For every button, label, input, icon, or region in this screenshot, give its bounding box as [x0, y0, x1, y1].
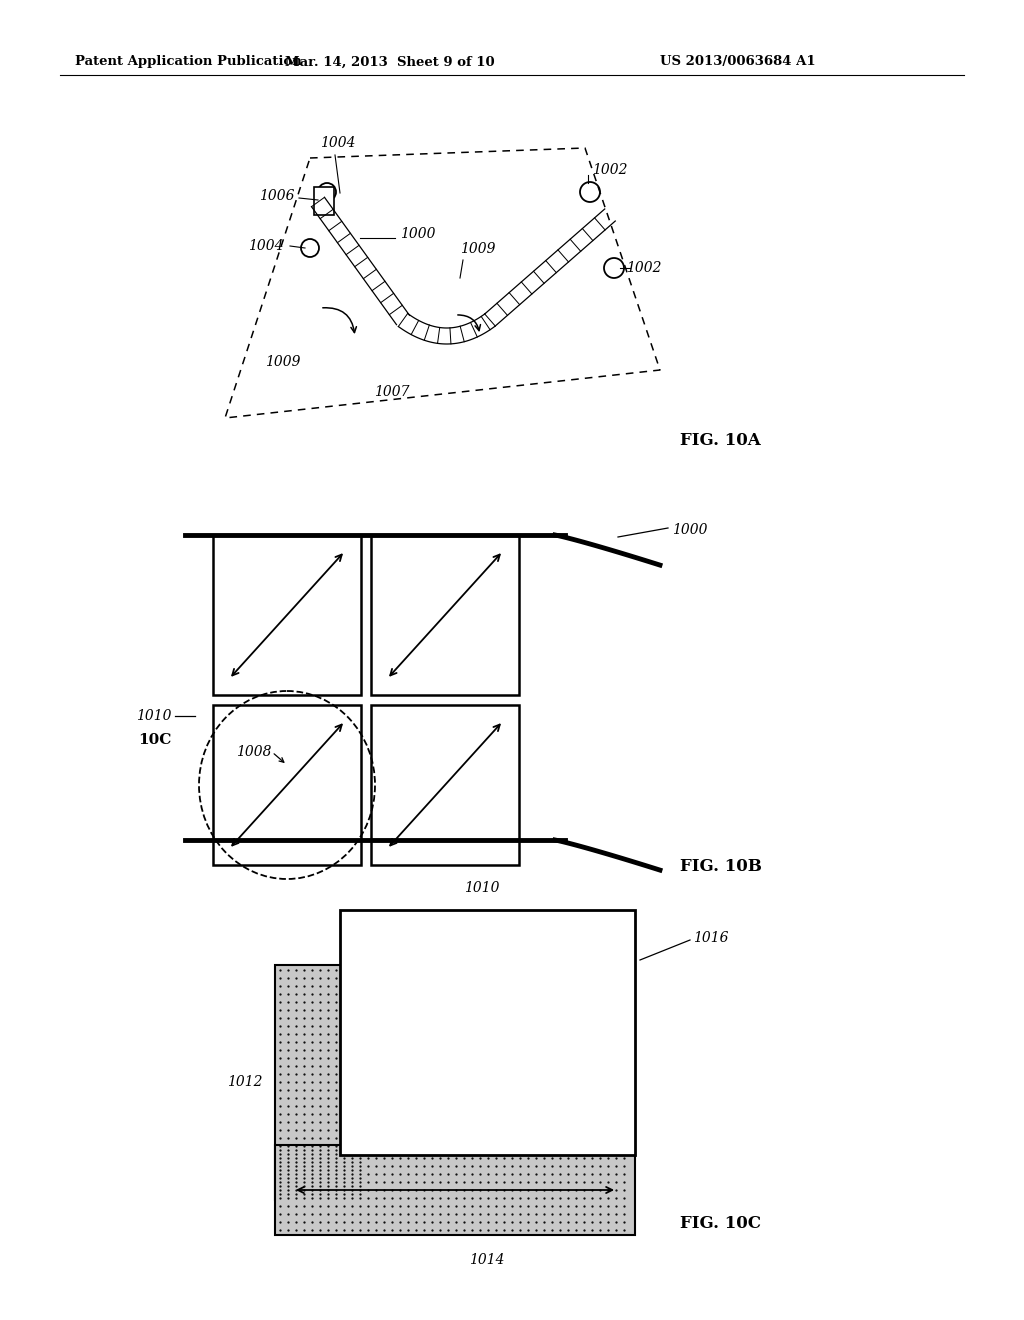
Text: 1016: 1016: [693, 931, 728, 945]
Text: 1009: 1009: [265, 355, 300, 370]
Text: Mar. 14, 2013  Sheet 9 of 10: Mar. 14, 2013 Sheet 9 of 10: [286, 55, 495, 69]
Text: FIG. 10C: FIG. 10C: [680, 1214, 761, 1232]
Text: 1004: 1004: [249, 239, 284, 253]
Text: FIG. 10A: FIG. 10A: [680, 432, 761, 449]
Text: 1012: 1012: [227, 1074, 263, 1089]
Text: 1014: 1014: [549, 1030, 585, 1044]
Text: 1000: 1000: [672, 523, 708, 537]
Text: 1002: 1002: [626, 261, 662, 275]
Text: 1008: 1008: [237, 744, 272, 759]
Text: 1014: 1014: [469, 1253, 505, 1267]
Text: 1008: 1008: [572, 928, 607, 942]
Text: 1007: 1007: [374, 385, 410, 399]
Bar: [275, 1144, 635, 1236]
Bar: [371, 535, 519, 696]
Bar: [314, 187, 334, 215]
Text: 1009: 1009: [460, 242, 496, 256]
Text: Patent Application Publication: Patent Application Publication: [75, 55, 302, 69]
Text: US 2013/0063684 A1: US 2013/0063684 A1: [660, 55, 816, 69]
Bar: [213, 535, 361, 696]
Text: 1002: 1002: [592, 162, 628, 177]
Bar: [371, 705, 519, 865]
Bar: [213, 705, 361, 865]
Bar: [275, 965, 365, 1200]
Text: 1004: 1004: [321, 136, 355, 150]
Text: 1006: 1006: [259, 189, 295, 203]
Text: FIG. 10B: FIG. 10B: [680, 858, 762, 875]
Text: 1010: 1010: [136, 709, 172, 723]
Bar: [340, 909, 635, 1155]
Text: 1010: 1010: [464, 880, 500, 895]
Text: 10C: 10C: [138, 733, 172, 747]
Text: 1000: 1000: [400, 227, 435, 242]
